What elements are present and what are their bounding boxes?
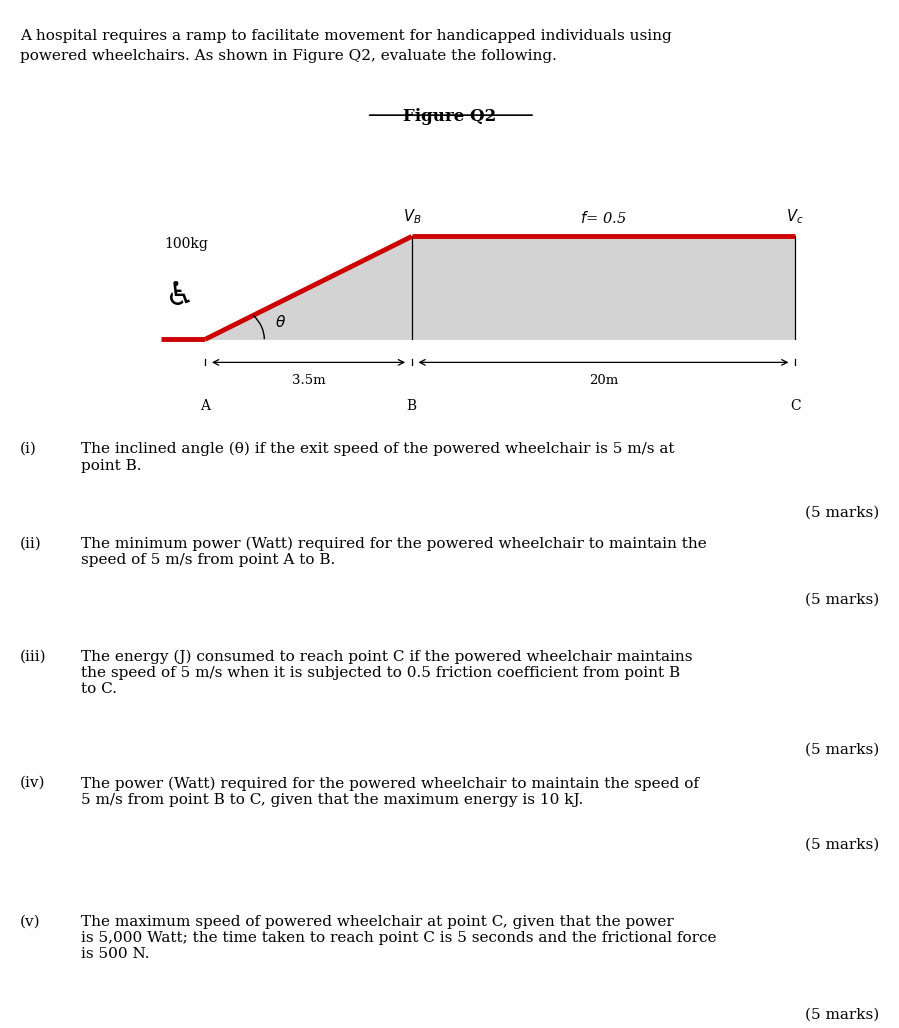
- Text: (5 marks): (5 marks): [805, 742, 879, 757]
- Text: The maximum speed of powered wheelchair at point C, given that the power
is 5,00: The maximum speed of powered wheelchair …: [81, 915, 717, 961]
- Text: (5 marks): (5 marks): [805, 593, 879, 608]
- Text: (ii): (ii): [20, 537, 41, 551]
- Text: (5 marks): (5 marks): [805, 1007, 879, 1022]
- Text: 3.5m: 3.5m: [291, 373, 325, 387]
- Text: $V_B$: $V_B$: [403, 208, 421, 226]
- Text: The power (Watt) required for the powered wheelchair to maintain the speed of
5 : The power (Watt) required for the powere…: [81, 776, 699, 807]
- Text: C: C: [789, 400, 800, 413]
- Text: B: B: [406, 400, 417, 413]
- Text: A: A: [200, 400, 210, 413]
- Polygon shape: [205, 236, 795, 339]
- Text: (5 marks): (5 marks): [805, 838, 879, 852]
- Text: (5 marks): (5 marks): [805, 506, 879, 520]
- Text: 100kg: 100kg: [165, 237, 209, 251]
- Text: The minimum power (Watt) required for the powered wheelchair to maintain the
spe: The minimum power (Watt) required for th…: [81, 537, 707, 567]
- Text: 20m: 20m: [589, 373, 618, 387]
- Text: (i): (i): [20, 442, 37, 456]
- Text: (iv): (iv): [20, 776, 45, 791]
- Text: $f$= 0.5: $f$= 0.5: [580, 210, 627, 226]
- Text: ♿: ♿: [165, 279, 194, 313]
- Text: The energy (J) consumed to reach point C if the powered wheelchair maintains
the: The energy (J) consumed to reach point C…: [81, 650, 692, 697]
- Text: A hospital requires a ramp to facilitate movement for handicapped individuals us: A hospital requires a ramp to facilitate…: [20, 29, 672, 43]
- Text: $\theta$: $\theta$: [275, 314, 287, 330]
- Text: (iii): (iii): [20, 650, 47, 664]
- Text: $V_c$: $V_c$: [787, 208, 804, 226]
- Text: (v): (v): [20, 915, 40, 929]
- Text: powered wheelchairs. As shown in Figure Q2, evaluate the following.: powered wheelchairs. As shown in Figure …: [20, 49, 556, 64]
- Text: The inclined angle (θ) if the exit speed of the powered wheelchair is 5 m/s at
p: The inclined angle (θ) if the exit speed…: [81, 442, 674, 473]
- Text: Figure Q2: Figure Q2: [403, 108, 496, 125]
